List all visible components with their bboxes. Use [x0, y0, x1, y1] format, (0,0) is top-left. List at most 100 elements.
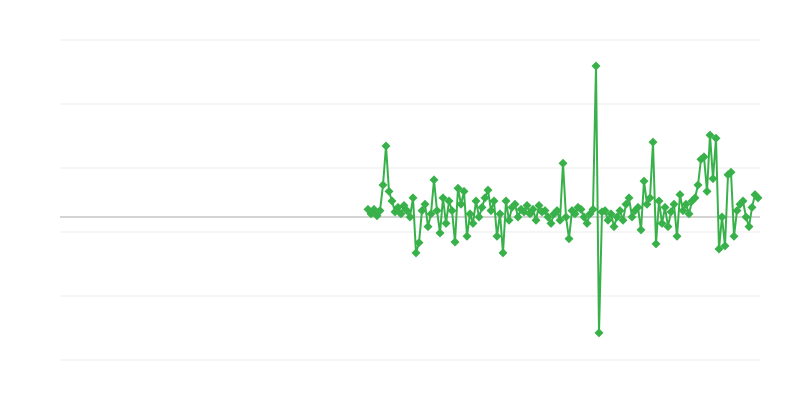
- data-point: [558, 158, 568, 168]
- data-point: [594, 328, 604, 338]
- data-point: [417, 206, 427, 216]
- data-point: [477, 202, 487, 212]
- data-point: [651, 239, 661, 249]
- series-markers: [363, 61, 763, 338]
- data-point: [639, 176, 649, 186]
- data-point: [657, 218, 667, 228]
- data-point: [504, 215, 514, 225]
- data-point: [747, 202, 757, 212]
- data-point: [555, 215, 565, 225]
- data-point: [588, 204, 598, 214]
- data-point: [603, 215, 613, 225]
- data-point: [612, 212, 622, 222]
- data-point: [675, 190, 685, 200]
- data-point: [420, 199, 430, 209]
- data-point: [426, 209, 436, 219]
- data-point: [645, 193, 655, 203]
- data-point: [705, 130, 715, 140]
- data-point: [456, 199, 466, 209]
- data-point: [381, 141, 391, 151]
- data-point: [450, 237, 460, 247]
- data-point: [615, 206, 625, 216]
- data-point: [513, 212, 523, 222]
- data-point: [384, 186, 394, 196]
- data-point: [468, 218, 478, 228]
- data-point: [708, 174, 718, 184]
- data-point: [543, 212, 553, 222]
- data-point: [489, 196, 499, 206]
- data-point: [579, 212, 589, 222]
- data-point: [429, 175, 439, 185]
- data-point: [570, 209, 580, 219]
- data-point: [552, 206, 562, 216]
- data-point: [462, 231, 472, 241]
- data-point: [486, 206, 496, 216]
- data-point: [492, 231, 502, 241]
- data-point: [690, 193, 700, 203]
- data-point: [531, 215, 541, 225]
- data-point: [378, 180, 388, 190]
- data-point: [663, 222, 673, 232]
- data-point: [498, 248, 508, 258]
- data-point: [528, 204, 538, 214]
- data-point: [453, 183, 463, 193]
- data-point: [444, 196, 454, 206]
- data-point: [387, 196, 397, 206]
- gridlines: [60, 39, 760, 361]
- data-point: [435, 228, 445, 238]
- data-point: [408, 193, 418, 203]
- data-point: [618, 215, 628, 225]
- data-point: [654, 196, 664, 206]
- data-point: [606, 209, 616, 219]
- series-path: [367, 64, 759, 334]
- data-point: [402, 206, 412, 216]
- data-point: [648, 137, 658, 147]
- data-point: [474, 212, 484, 222]
- data-point: [741, 212, 751, 222]
- data-point: [732, 206, 742, 216]
- data-point: [702, 186, 712, 196]
- data-point: [522, 201, 532, 211]
- data-point: [660, 202, 670, 212]
- series-line: [367, 64, 759, 334]
- data-point: [666, 207, 676, 217]
- data-point: [672, 231, 682, 241]
- data-point: [699, 152, 709, 162]
- data-point: [726, 167, 736, 177]
- data-point: [621, 199, 631, 209]
- data-point: [609, 222, 619, 232]
- data-point: [510, 199, 520, 209]
- data-point: [375, 206, 385, 216]
- data-point: [753, 193, 763, 203]
- data-point: [642, 199, 652, 209]
- data-point: [471, 196, 481, 206]
- data-point: [480, 193, 490, 203]
- data-point: [633, 202, 643, 212]
- data-point: [627, 212, 637, 222]
- data-point: [501, 196, 511, 206]
- data-point: [534, 201, 544, 211]
- data-point: [711, 133, 721, 143]
- data-point: [744, 222, 754, 232]
- data-point: [678, 206, 688, 216]
- data-point: [369, 204, 379, 214]
- data-point: [669, 199, 679, 209]
- data-point: [738, 196, 748, 206]
- data-point: [540, 206, 550, 216]
- data-point: [438, 193, 448, 203]
- data-point: [624, 193, 634, 203]
- data-point: [411, 248, 421, 258]
- data-point: [582, 218, 592, 228]
- data-point: [729, 231, 739, 241]
- data-point: [636, 225, 646, 235]
- data-point: [561, 212, 571, 222]
- data-point: [591, 61, 601, 71]
- data-point: [432, 206, 442, 216]
- data-point: [495, 209, 505, 219]
- data-point: [684, 209, 694, 219]
- data-point: [441, 218, 451, 228]
- data-point: [681, 199, 691, 209]
- data-point: [717, 212, 727, 222]
- data-point: [396, 209, 406, 219]
